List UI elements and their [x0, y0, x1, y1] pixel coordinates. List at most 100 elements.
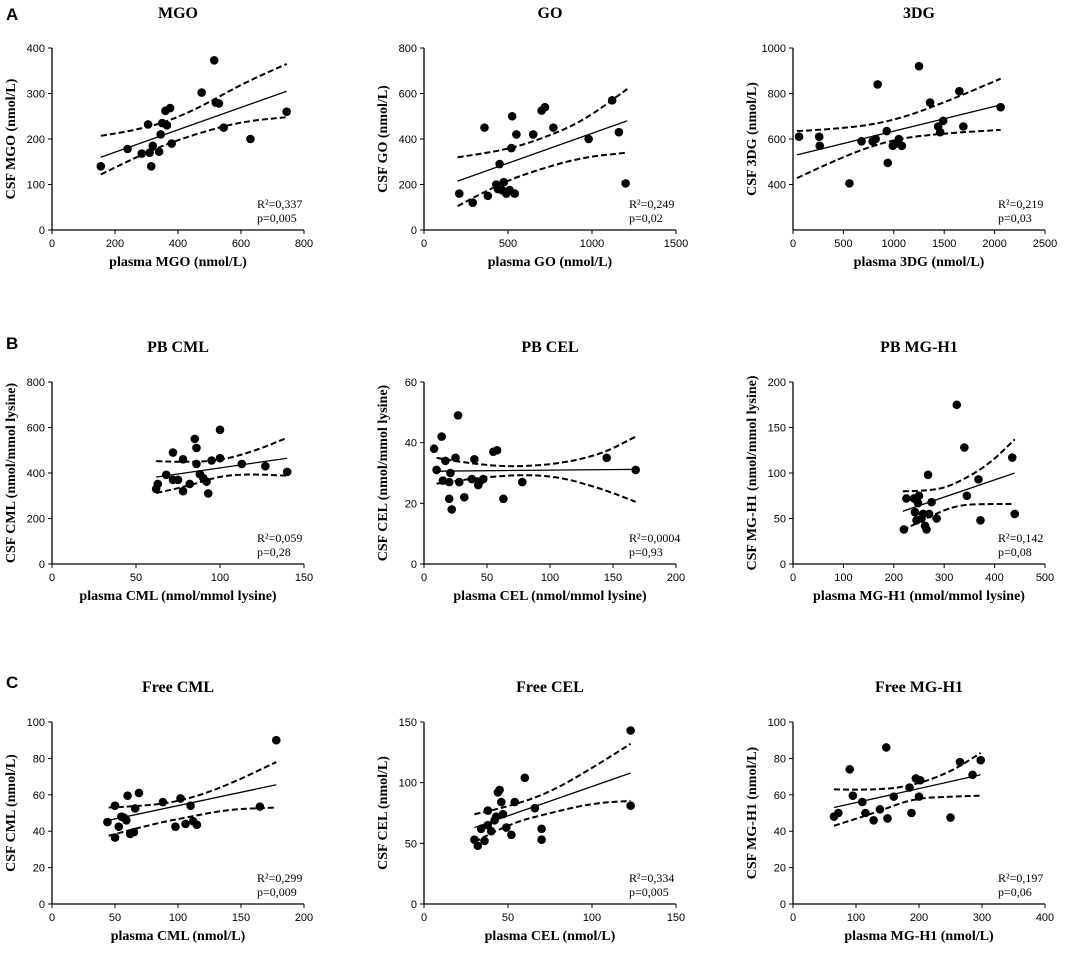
- data-point: [528, 130, 538, 139]
- data-point: [899, 525, 909, 534]
- x-tick-label: 1500: [664, 238, 688, 250]
- data-point: [894, 134, 904, 144]
- y-tick-label: 20: [405, 498, 417, 510]
- y-axis-label: CSF MGO (nmol/L): [4, 78, 19, 199]
- data-point: [537, 824, 546, 834]
- data-point: [214, 99, 224, 108]
- r-squared-label: R²=0,219: [998, 197, 1043, 211]
- r-squared-label: R²=0,0004: [629, 531, 680, 545]
- x-tick-label: 500: [499, 238, 517, 250]
- data-point: [537, 835, 546, 844]
- data-point: [845, 765, 854, 774]
- p-value-label: p=0,06: [998, 885, 1032, 899]
- y-axis-label: CSF CML (nmol/mmol lysine): [4, 383, 19, 564]
- x-tick-label: 0: [49, 572, 55, 584]
- p-value-label: p=0,03: [998, 211, 1032, 225]
- x-tick-label: 50: [109, 912, 121, 924]
- y-tick-label: 40: [405, 438, 417, 450]
- data-point: [955, 757, 965, 767]
- y-tick-label: 80: [33, 753, 45, 765]
- x-tick-label: 0: [49, 238, 55, 250]
- x-tick-label: 500: [1036, 572, 1054, 584]
- data-point: [861, 808, 870, 818]
- x-tick-label: 0: [790, 912, 796, 924]
- data-point: [996, 102, 1005, 112]
- data-point: [871, 134, 880, 144]
- y-tick-label: 40: [33, 826, 45, 838]
- data-point: [158, 797, 168, 807]
- x-tick-label: 1500: [932, 238, 956, 250]
- panel-letter-c: C: [6, 673, 18, 692]
- data-point: [96, 162, 106, 171]
- data-point: [447, 505, 457, 514]
- data-point: [202, 477, 211, 486]
- x-axis-label: plasma GO (nmol/L): [488, 255, 613, 270]
- x-tick-label: 200: [667, 572, 685, 584]
- data-point: [156, 130, 165, 139]
- data-point: [914, 61, 924, 71]
- data-point: [486, 826, 496, 836]
- y-tick-label: 0: [411, 899, 417, 911]
- data-point: [902, 494, 911, 503]
- x-tick-label: 300: [935, 572, 953, 584]
- data-point: [103, 817, 112, 827]
- y-tick-label: 150: [399, 717, 417, 729]
- data-point: [446, 468, 455, 478]
- x-tick-label: 150: [295, 572, 313, 584]
- data-point: [857, 136, 866, 146]
- x-tick-label: 100: [169, 912, 187, 924]
- data-point: [631, 465, 640, 475]
- regression-line: [156, 457, 288, 478]
- data-point: [207, 456, 216, 465]
- plot-title: GO: [538, 5, 563, 22]
- y-tick-label: 600: [768, 134, 786, 146]
- data-point: [915, 775, 925, 785]
- y-tick-label: 0: [39, 899, 45, 911]
- data-point: [130, 804, 140, 813]
- y-tick-label: 200: [399, 180, 417, 192]
- y-tick-label: 600: [399, 89, 417, 101]
- x-tick-label: 600: [232, 238, 250, 250]
- y-tick-label: 100: [768, 468, 786, 480]
- data-point: [197, 88, 206, 97]
- data-point: [882, 126, 892, 136]
- data-point: [470, 455, 479, 464]
- data-point: [907, 808, 916, 818]
- r-squared-label: R²=0,337: [257, 197, 302, 211]
- y-tick-label: 400: [27, 468, 45, 480]
- y-axis-label: CSF GO (nmol/L): [376, 85, 391, 193]
- x-axis-label: plasma CEL (nmol/mmol lysine): [453, 589, 647, 604]
- y-tick-label: 80: [774, 753, 786, 765]
- confidence-band-upper: [902, 438, 1016, 493]
- data-point: [282, 107, 291, 116]
- r-squared-label: R²=0,059: [257, 531, 302, 545]
- data-point: [165, 103, 175, 113]
- data-point: [621, 179, 630, 188]
- x-tick-label: 0: [421, 912, 427, 924]
- data-point: [607, 96, 617, 105]
- data-point: [952, 400, 962, 410]
- data-point: [478, 474, 488, 484]
- p-value-label: p=0,005: [629, 885, 669, 899]
- x-tick-label: 200: [910, 912, 928, 924]
- data-point: [927, 497, 936, 507]
- x-tick-label: 200: [295, 912, 313, 924]
- data-point: [499, 177, 509, 187]
- x-axis-label: plasma MGO (nmol/L): [109, 255, 247, 270]
- y-tick-label: 60: [405, 377, 417, 389]
- data-point: [173, 475, 183, 485]
- data-point: [918, 509, 928, 519]
- data-point: [282, 467, 292, 477]
- p-value-label: p=0,02: [629, 211, 663, 225]
- y-axis-label: CSF CEL (nmol/mmol lysine): [376, 384, 391, 561]
- y-tick-label: 300: [27, 89, 45, 101]
- x-axis-label: plasma MG-H1 (nmol/L): [844, 929, 994, 944]
- x-tick-label: 0: [421, 238, 427, 250]
- data-point: [441, 456, 450, 466]
- y-tick-label: 100: [27, 717, 45, 729]
- x-tick-label: 0: [790, 572, 796, 584]
- y-tick-label: 50: [405, 838, 417, 850]
- data-point: [161, 470, 171, 480]
- x-tick-label: 0: [790, 238, 796, 250]
- data-point: [271, 735, 281, 745]
